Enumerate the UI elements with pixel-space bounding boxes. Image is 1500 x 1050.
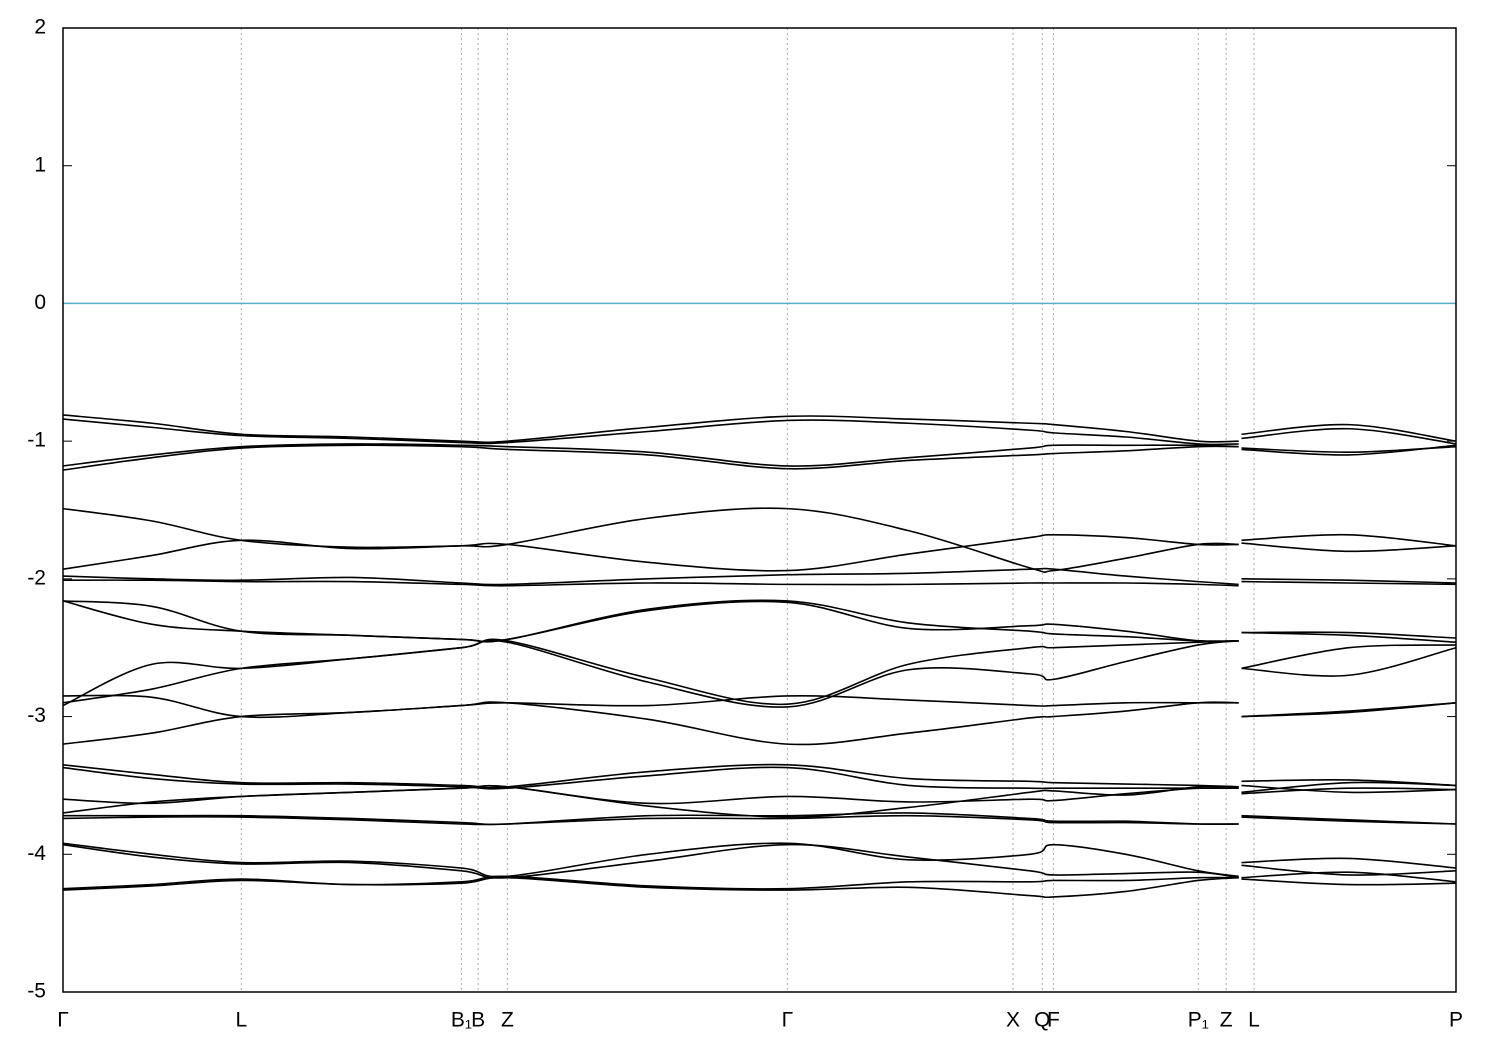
band-line: [62, 418, 1457, 446]
y-tick-label: 1: [34, 153, 46, 176]
x-tick-label: X: [1006, 1009, 1020, 1032]
band-line: [62, 414, 1457, 444]
band-line: [62, 876, 1457, 899]
x-tick-label: Γ: [782, 1009, 794, 1032]
band-line: [62, 814, 1457, 826]
band-line: [62, 781, 1457, 818]
band-line: [62, 638, 1457, 707]
x-tick-label: L: [1248, 1009, 1260, 1032]
x-tick-label: P₁: [1188, 1009, 1209, 1032]
band-line: [62, 871, 1457, 890]
x-tick-label: Γ: [57, 1009, 69, 1032]
band-line: [62, 599, 1457, 643]
x-tick-label: F: [1047, 1009, 1060, 1032]
y-tick-label: -1: [27, 429, 46, 452]
band-line: [62, 533, 1457, 572]
y-tick-label: -5: [27, 980, 46, 1003]
y-tick-label: 0: [34, 291, 46, 314]
x-tick-label: B: [471, 1009, 485, 1032]
x-tick-label: B₁: [451, 1009, 472, 1032]
y-tick-label: -3: [27, 704, 46, 727]
band-line: [62, 600, 1457, 644]
band-line: [62, 567, 1457, 586]
band-line: [62, 444, 1457, 471]
band-line: [62, 507, 1457, 574]
band-line: [62, 701, 1457, 746]
band-line: [62, 843, 1457, 879]
x-tick-label: L: [235, 1009, 247, 1032]
x-tick-label: P: [1449, 1009, 1463, 1032]
x-tick-label: Z: [1220, 1009, 1233, 1032]
y-tick-label: -2: [27, 566, 46, 589]
x-tick-label: Q: [1034, 1009, 1050, 1032]
y-tick-label: 2: [34, 16, 46, 39]
x-tick-label: Z: [501, 1009, 514, 1032]
band-line: [62, 639, 1457, 708]
y-tick-label: -4: [27, 842, 46, 865]
plot-frame: [62, 27, 1457, 993]
band-line: [62, 785, 1457, 814]
band-line: [62, 766, 1457, 794]
band-line: [62, 579, 1457, 587]
band-line: [62, 842, 1457, 878]
